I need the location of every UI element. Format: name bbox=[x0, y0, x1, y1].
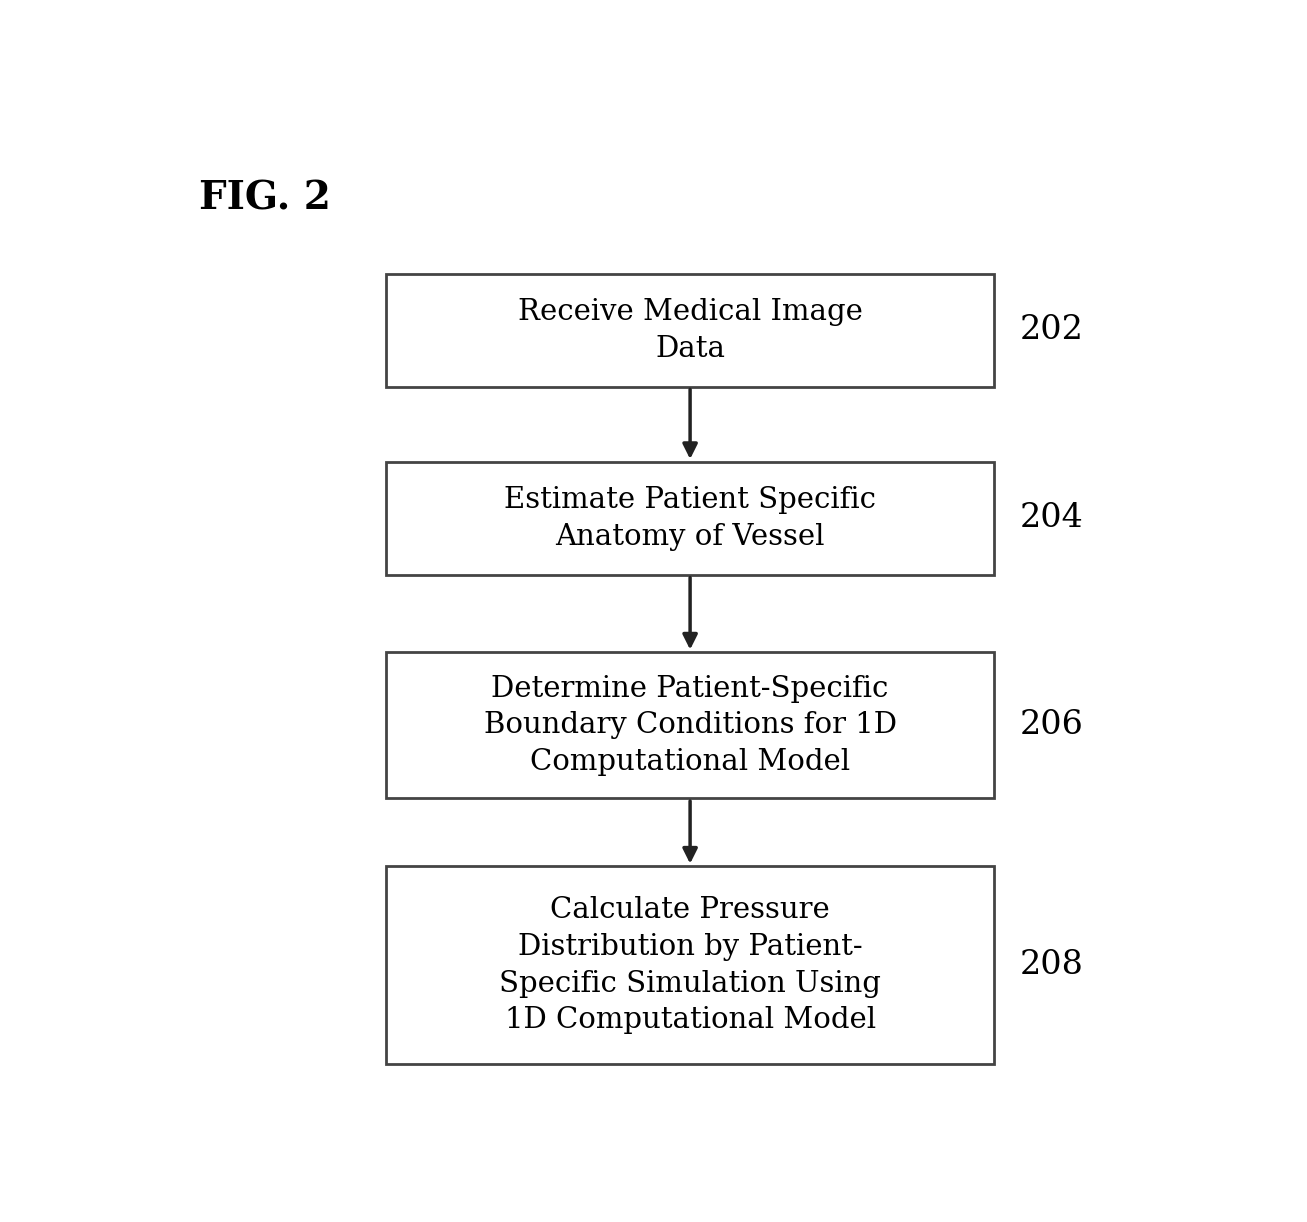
Text: 202: 202 bbox=[1019, 314, 1084, 346]
Text: FIG. 2: FIG. 2 bbox=[199, 180, 331, 218]
Bar bbox=[386, 653, 993, 798]
Bar bbox=[386, 462, 993, 574]
Text: Determine Patient-Specific
Boundary Conditions for 1D
Computational Model: Determine Patient-Specific Boundary Cond… bbox=[484, 675, 897, 776]
Text: 208: 208 bbox=[1019, 949, 1084, 981]
Text: 206: 206 bbox=[1019, 709, 1084, 742]
Text: Receive Medical Image
Data: Receive Medical Image Data bbox=[518, 298, 863, 363]
Text: Calculate Pressure
Distribution by Patient-
Specific Simulation Using
1D Computa: Calculate Pressure Distribution by Patie… bbox=[499, 896, 881, 1035]
Bar bbox=[386, 866, 993, 1064]
Bar bbox=[386, 274, 993, 386]
Text: Estimate Patient Specific
Anatomy of Vessel: Estimate Patient Specific Anatomy of Ves… bbox=[505, 486, 876, 551]
Text: 204: 204 bbox=[1019, 502, 1084, 534]
